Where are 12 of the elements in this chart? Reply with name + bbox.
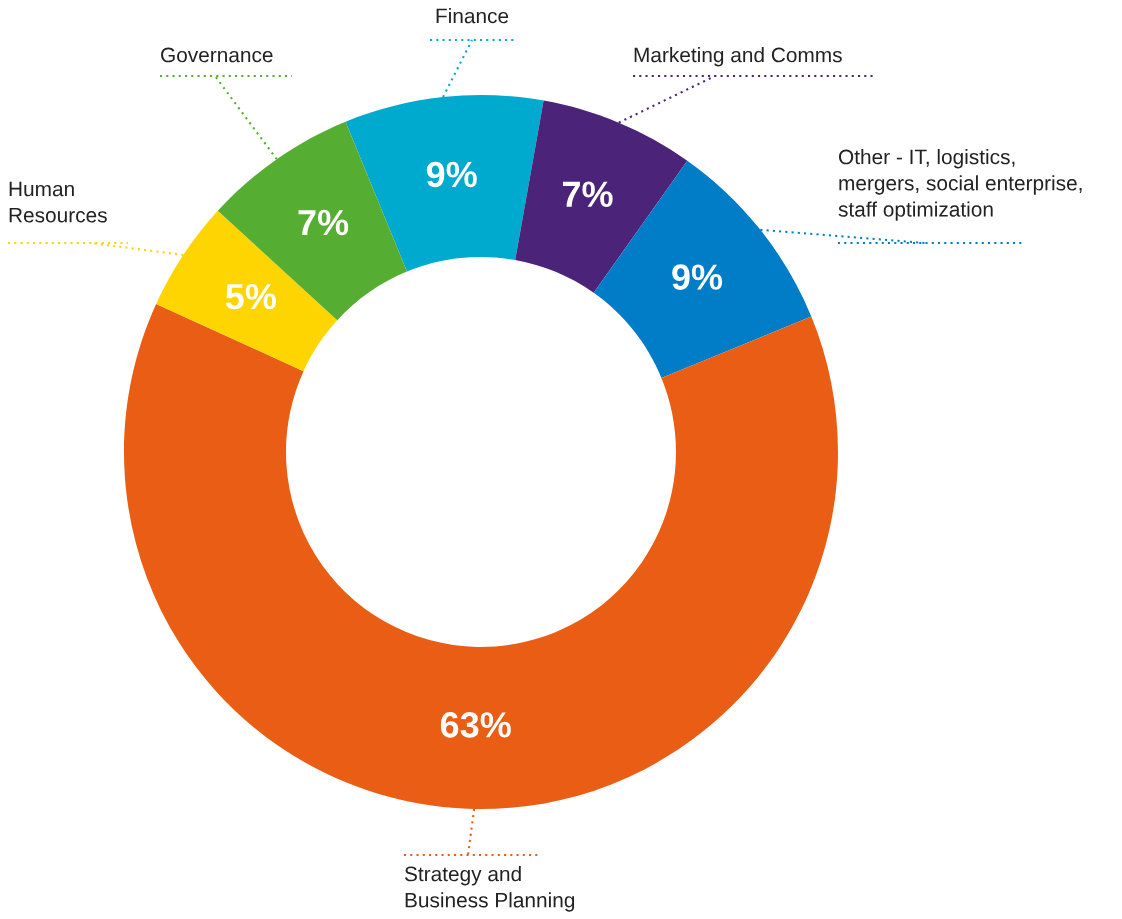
data-label: 7% xyxy=(298,209,349,236)
slice-label: Strategy and Business Planning xyxy=(404,866,575,912)
slice-label: Finance xyxy=(436,8,509,24)
slice-label: Governance xyxy=(161,47,273,63)
slice-label: Marketing and Comms xyxy=(634,47,842,67)
data-label: 63% xyxy=(440,712,511,738)
data-label: 5% xyxy=(225,283,276,310)
data-label: 9% xyxy=(426,161,477,188)
slice-label: Human Resources xyxy=(9,181,107,223)
data-label: 7% xyxy=(562,181,613,207)
slice-label: Other - IT, logistics, mergers, social enterprise, staff optimization xyxy=(838,149,1082,221)
data-label: 9% xyxy=(672,264,723,290)
